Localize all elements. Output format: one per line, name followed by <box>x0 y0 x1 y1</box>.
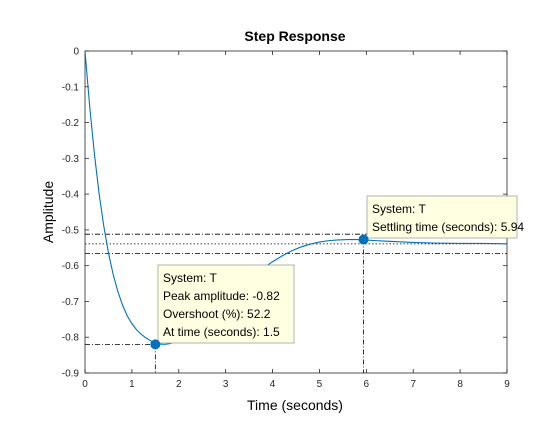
y-axis-label: Amplitude <box>40 181 56 243</box>
x-tick-label: 4 <box>270 379 276 390</box>
y-tick-label: -0.7 <box>62 297 80 308</box>
datatip-text: Settling time (seconds): 5.94 <box>372 220 524 234</box>
x-tick-label: 9 <box>504 379 510 390</box>
datatip-text: System: T <box>163 271 217 285</box>
datatip-box <box>366 195 518 239</box>
y-tick-label: -0.9 <box>62 369 80 380</box>
chart-title: Step Response <box>244 28 345 44</box>
x-tick-label: 3 <box>223 379 229 390</box>
y-tick-label: -0.8 <box>62 333 80 344</box>
datatip-box <box>157 264 295 344</box>
datatip-marker[interactable] <box>150 339 161 350</box>
x-tick-label: 2 <box>176 379 182 390</box>
x-tick-label: 0 <box>82 379 88 390</box>
y-tick-label: -0.6 <box>62 261 80 272</box>
x-axis-label: Time (seconds) <box>247 397 343 413</box>
y-tick-label: -0.2 <box>62 118 80 129</box>
x-tick-label: 8 <box>457 379 463 390</box>
datatip-text: Peak amplitude: -0.82 <box>163 289 280 303</box>
y-tick-label: -0.4 <box>62 190 80 201</box>
x-tick-label: 7 <box>410 379 416 390</box>
y-tick-label: -0.3 <box>62 154 80 165</box>
y-tick-label: -0.5 <box>62 225 80 236</box>
datatip[interactable]: System: T Peak amplitude: -0.82 Overshoot … <box>150 264 295 350</box>
datatip-text: At time (seconds): 1.5 <box>163 325 280 339</box>
y-tick-label: -0.1 <box>62 82 80 93</box>
x-tick-label: 5 <box>317 379 323 390</box>
datatip-marker[interactable] <box>358 234 369 245</box>
datatip[interactable]: System: T Settling time (seconds): 5.94 <box>358 195 524 245</box>
datatips-layer: System: T Peak amplitude: -0.82 Overshoot … <box>150 195 524 350</box>
datatip-text: Overshoot (%): 52.2 <box>163 307 271 321</box>
x-tick-label: 6 <box>364 379 370 390</box>
x-tick-label: 1 <box>129 379 135 390</box>
y-tick-label: 0 <box>73 47 79 58</box>
datatip-text: System: T <box>372 202 426 216</box>
